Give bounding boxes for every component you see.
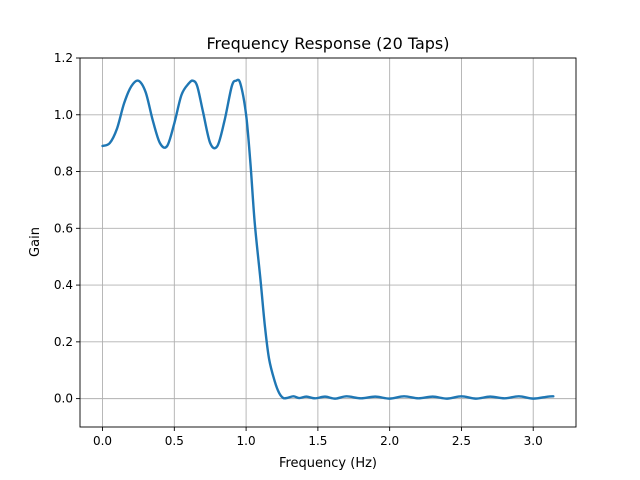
x-tick-label: 2.0 — [380, 434, 399, 448]
y-tick-label: 0.8 — [54, 165, 73, 179]
y-tick-label: 1.2 — [54, 51, 73, 65]
y-tick-label: 1.0 — [54, 108, 73, 122]
x-tick-label: 1.0 — [237, 434, 256, 448]
series-line-0 — [101, 78, 555, 400]
series-layer — [101, 78, 555, 400]
x-tick-label: 0.5 — [165, 434, 184, 448]
x-tick-label: 2.5 — [452, 434, 471, 448]
y-tick-label: 0.4 — [54, 278, 73, 292]
grid — [80, 57, 576, 427]
y-tick-label: 0.2 — [54, 335, 73, 349]
x-tick-label: 0.0 — [93, 434, 112, 448]
x-axis-label: Frequency (Hz) — [279, 456, 377, 471]
y-tick-label: 0.0 — [54, 392, 73, 406]
axis-ticks: 0.0 0.5 1.0 1.5 2.0 2.5 3.0 0.0 0.2 0.4 0.6 0.8 1.0 1… — [54, 51, 543, 448]
plot-frame — [79, 57, 577, 428]
x-tick-label: 3.0 — [524, 434, 543, 448]
y-tick-label: 0.6 — [54, 221, 73, 235]
chart-title: Frequency Response (20 Taps) — [206, 34, 449, 53]
x-tick-label: 1.5 — [308, 434, 327, 448]
y-axis-label: Gain — [28, 227, 43, 257]
